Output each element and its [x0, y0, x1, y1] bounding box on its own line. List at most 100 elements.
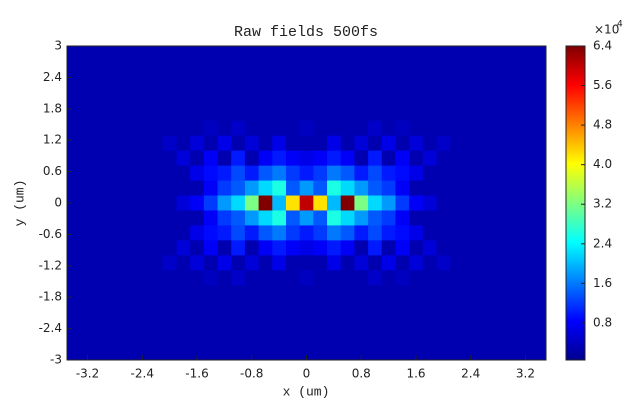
cell: [217, 135, 232, 152]
cell: [67, 75, 82, 92]
cell: [121, 345, 136, 361]
x-axis-label: x (um): [283, 384, 330, 399]
cell: [368, 195, 383, 211]
cell: [108, 135, 123, 152]
cell: [80, 300, 95, 316]
cell: [190, 135, 205, 152]
cell: [258, 46, 273, 62]
cell: [67, 60, 82, 77]
cell: [121, 315, 136, 331]
cell: [422, 240, 438, 256]
cell: [381, 225, 396, 241]
cell: [258, 345, 273, 361]
cell: [340, 180, 355, 197]
y-tick-label: 0.6: [43, 164, 62, 178]
cell: [327, 165, 342, 182]
cell: [272, 300, 287, 316]
cell: [518, 135, 533, 152]
cell: [244, 240, 260, 256]
cell: [176, 195, 191, 211]
cell: [94, 120, 109, 137]
cell: [108, 255, 123, 271]
cell: [504, 300, 520, 316]
cell: [299, 165, 314, 182]
cell: [258, 225, 273, 241]
cell: [491, 90, 506, 107]
cell: [190, 180, 205, 197]
cell: [450, 150, 465, 167]
cell: [203, 270, 219, 286]
cell: [477, 60, 492, 77]
cell: [504, 240, 520, 256]
cell: [190, 105, 205, 122]
x-tick-label: -2.4: [131, 367, 154, 381]
cell: [108, 270, 123, 286]
cell: [149, 105, 164, 122]
cell: [244, 255, 260, 271]
cell: [244, 270, 260, 286]
cell: [409, 300, 424, 316]
cell: [395, 285, 410, 301]
cell: [368, 60, 383, 77]
cell: [121, 75, 136, 92]
cell: [217, 315, 232, 331]
cell: [149, 135, 164, 152]
cell: [217, 75, 232, 92]
cell: [381, 240, 396, 256]
cell: [94, 135, 109, 152]
cell: [463, 240, 479, 256]
cell: [299, 150, 314, 167]
cell: [258, 285, 273, 301]
cell: [463, 195, 479, 211]
cell: [108, 180, 123, 197]
cell: [272, 105, 287, 122]
cell: [381, 46, 396, 62]
cell: [395, 195, 410, 211]
cell: [477, 180, 492, 197]
cell: [67, 195, 82, 211]
cell: [491, 165, 506, 182]
cell: [299, 135, 314, 152]
cell: [121, 105, 136, 122]
cell: [80, 60, 95, 77]
cell: [463, 345, 479, 361]
cell: [409, 165, 424, 182]
cell: [491, 195, 506, 211]
cell: [272, 135, 287, 152]
cell: [354, 195, 369, 211]
cell: [532, 46, 547, 62]
cell: [436, 300, 451, 316]
cell: [162, 345, 177, 361]
cell: [532, 90, 547, 107]
cell: [80, 46, 95, 62]
cell: [108, 90, 123, 107]
cell: [463, 75, 479, 92]
cell: [149, 270, 164, 286]
cell: [313, 90, 328, 107]
cell: [108, 120, 123, 137]
cell: [340, 300, 355, 316]
cell: [477, 270, 492, 286]
cell: [94, 285, 109, 301]
cell: [436, 46, 451, 62]
cell: [231, 180, 246, 197]
cell: [285, 330, 301, 346]
x-tick-label: 0: [303, 367, 311, 381]
cell: [354, 180, 369, 197]
cell: [272, 165, 287, 182]
cell: [450, 180, 465, 197]
cell: [162, 46, 177, 62]
cell: [422, 300, 438, 316]
cell: [381, 330, 396, 346]
cell: [108, 46, 123, 62]
cell: [190, 300, 205, 316]
cell: [477, 225, 492, 241]
cell: [67, 285, 82, 301]
cell: [395, 60, 410, 77]
cell: [121, 255, 136, 271]
cell: [477, 210, 492, 226]
cell: [313, 195, 328, 211]
cell: [340, 255, 355, 271]
colorbar-tick-label: 6.4: [593, 39, 612, 53]
cell: [354, 90, 369, 107]
